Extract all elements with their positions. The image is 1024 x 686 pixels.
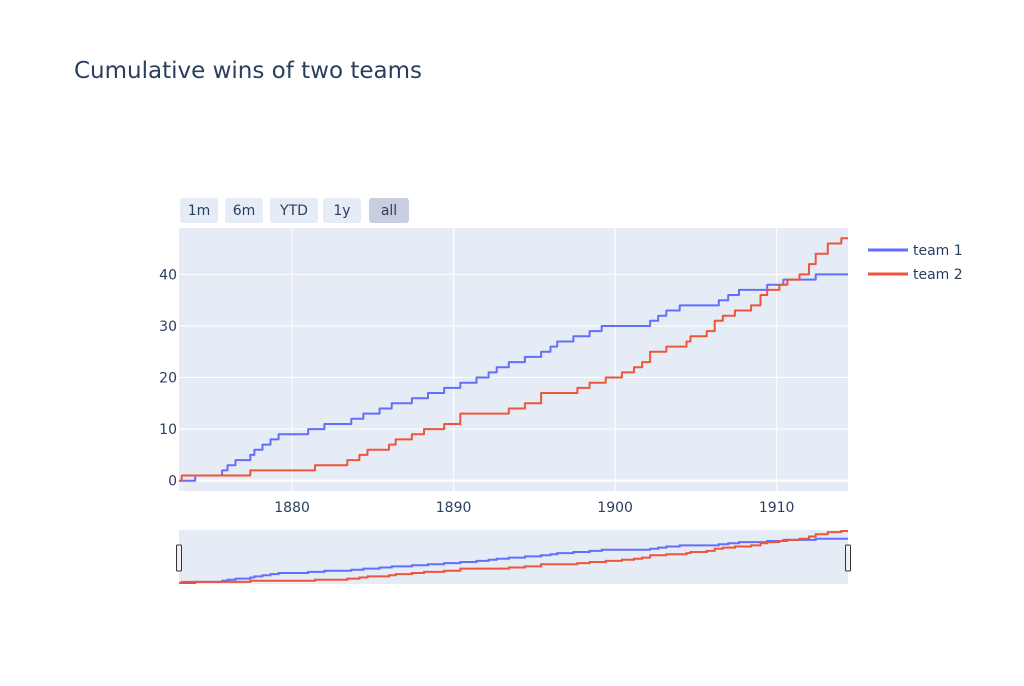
legend: team 1 team 2 [868,243,963,283]
range-button-bg[interactable] [180,198,218,223]
x-tick-label-1880: 1880 [274,500,310,516]
slider-series-line-2 [179,530,848,584]
y-tick-label-20: 20 [159,371,177,387]
range-button-label: 1m [188,203,211,219]
legend-label: team 2 [913,267,963,283]
grid [179,228,848,491]
range-button-bg[interactable] [225,198,263,223]
range-button-label: all [381,203,397,219]
legend-label: team 1 [913,243,963,259]
x-tick-label-1900: 1900 [597,500,633,516]
range-slider-lines [179,530,848,584]
range-button-label: YTD [279,203,308,219]
x-tick-label-1890: 1890 [436,500,472,516]
legend-item-2[interactable]: team 2 [868,267,963,283]
range-button-1y[interactable]: 1y [323,198,361,223]
legend-item-1[interactable]: team 1 [868,243,963,259]
range-button-ytd[interactable]: YTD [270,198,318,223]
x-axis: 1880 1890 1900 1910 [274,500,794,516]
range-slider-handles [176,544,851,572]
plot-area [179,228,848,491]
range-button-1m[interactable]: 1m [180,198,218,223]
range-button-bg[interactable] [369,198,409,223]
series-line-1 [179,273,848,482]
range-button-bg[interactable] [323,198,361,223]
series-line-2 [179,237,848,482]
y-axis: 0 10 20 30 40 [159,267,177,489]
x-tick-label-1910: 1910 [759,500,795,516]
range-button-label: 6m [233,203,256,219]
slider-handle-left[interactable] [176,544,182,572]
y-tick-label-0: 0 [168,474,177,490]
slider-handle-right[interactable] [845,544,851,572]
y-tick-label-30: 30 [159,319,177,335]
slider-series-line-1 [179,537,848,584]
range-button-all[interactable]: all [369,198,409,223]
y-tick-label-10: 10 [159,422,177,438]
range-button-label: 1y [333,203,350,219]
range-button-6m[interactable]: 6m [225,198,263,223]
range-selector: 1m 6m YTD 1y all [180,198,409,223]
chart-title: Cumulative wins of two teams [74,58,422,84]
series-lines [179,237,848,482]
y-tick-label-40: 40 [159,267,177,283]
range-button-bg[interactable] [270,198,318,223]
